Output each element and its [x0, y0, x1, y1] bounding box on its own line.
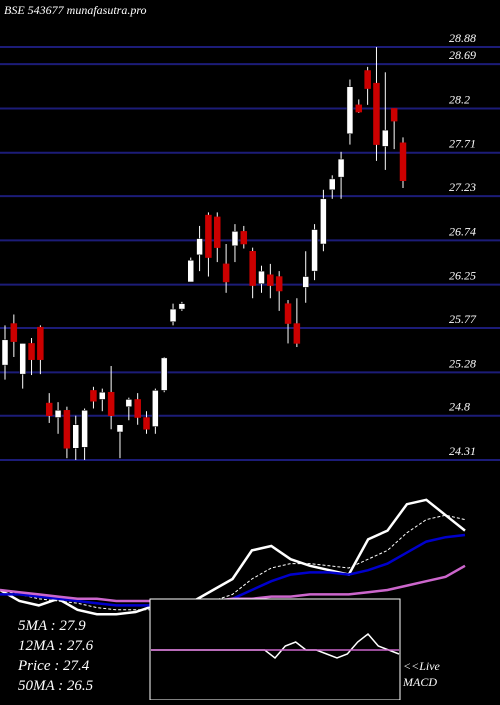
candle-body [45, 402, 53, 416]
y-tick-label: 27.23 [449, 180, 476, 194]
candle-body [72, 424, 80, 449]
legend-line: 5MA : 27.9 [18, 618, 86, 634]
candle-body [390, 108, 398, 122]
y-tick-label: 25.77 [449, 312, 477, 326]
candle-body [99, 391, 106, 400]
candle-body [373, 82, 380, 145]
macd-label: MACD [402, 675, 437, 689]
candle-body [249, 250, 256, 286]
candle-body [231, 231, 239, 247]
candle-body [90, 390, 97, 402]
candle-body [10, 323, 18, 342]
candle-body [240, 231, 248, 245]
candle-body [134, 399, 141, 418]
candle-body [267, 274, 274, 286]
candle-body [258, 270, 265, 285]
candle-body [160, 357, 168, 391]
y-tick-label: 27.71 [449, 137, 476, 151]
candle-body [284, 303, 292, 324]
candle-body [54, 410, 62, 418]
candle-body [125, 399, 133, 407]
candle-body [187, 260, 194, 283]
macd-label: <<Live [403, 659, 441, 673]
candle-body [81, 410, 88, 448]
y-tick-label: 28.69 [449, 48, 476, 62]
candle-body [152, 390, 159, 427]
candle-body [205, 214, 212, 258]
candle-body [178, 303, 186, 310]
y-tick-label: 26.74 [449, 224, 476, 238]
candle-body [143, 417, 150, 430]
candle-body [311, 229, 318, 272]
legend-line: 50MA : 26.5 [18, 678, 94, 694]
candle-body [116, 424, 124, 433]
candle-body [382, 129, 389, 147]
candle-body [364, 70, 371, 89]
candle-body [328, 178, 336, 191]
candle-body [37, 326, 44, 360]
candle-body [320, 198, 327, 245]
candle-body [355, 104, 363, 113]
candle-body [222, 263, 230, 283]
y-tick-label: 28.88 [449, 31, 476, 45]
indicator-line [0, 498, 466, 616]
y-tick-label: 24.8 [449, 400, 470, 414]
candle-body [293, 323, 301, 344]
legend-line: 12MA : 27.6 [18, 638, 94, 654]
candle-body [107, 391, 115, 416]
y-tick-label: 26.25 [449, 269, 476, 283]
candle-body [399, 142, 407, 182]
candle-body [302, 276, 309, 288]
candle-body [28, 343, 35, 360]
candle-body [196, 238, 203, 256]
chart-title: BSE 543677 munafasutra.pro [4, 3, 147, 17]
candle-body [337, 158, 345, 178]
legend-line: Price : 27.4 [17, 658, 90, 674]
y-tick-label: 25.28 [449, 356, 476, 370]
y-tick-label: 28.2 [449, 92, 470, 106]
candle-body [346, 86, 354, 135]
candle-body [1, 339, 9, 366]
indicator-line [0, 514, 466, 611]
candle-body [275, 276, 283, 292]
candle-body [63, 410, 71, 449]
candle-body [169, 308, 177, 322]
candle-body [214, 216, 221, 248]
y-tick-label: 24.31 [449, 444, 476, 458]
candle-body [19, 343, 26, 375]
